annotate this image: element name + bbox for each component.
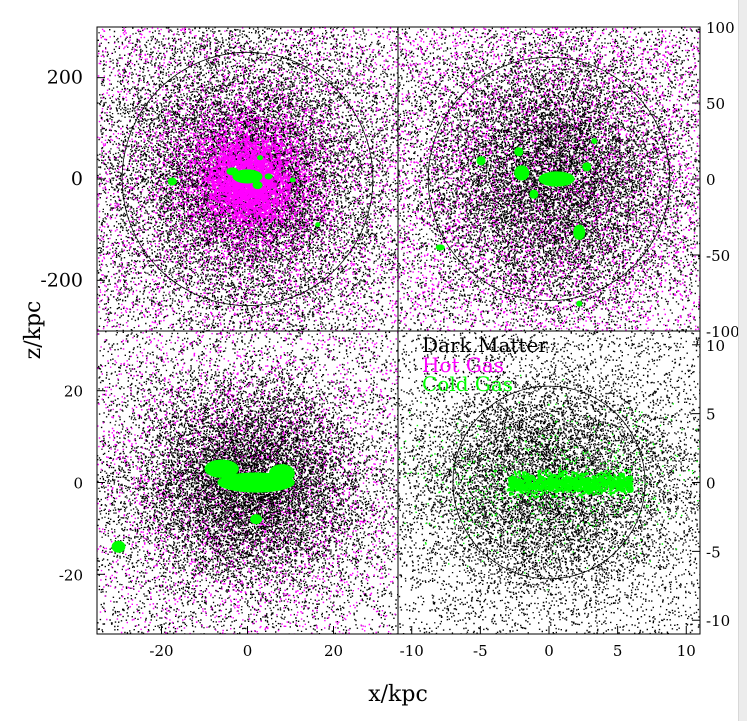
cold-gas-clump-top-right-1 [514,165,529,180]
cold-gas-clump-top-right-2 [477,156,486,165]
xtick-bottom-left-2: 20 [324,642,343,660]
xtick-bottom-left-1: 0 [243,642,253,660]
cold-gas-clump-top-left-4 [168,177,177,185]
ytick-top-left-0: 200 [47,67,83,89]
cold-gas-clump-top-right-9 [591,138,597,144]
ytick-bottom-right-4: -10 [706,612,730,630]
cold-gas-clump-top-left-1 [226,167,238,175]
panel-top-left [95,25,401,334]
cold-gas-clump-top-left-6 [257,155,263,160]
cold-gas-clump-top-right-4 [573,225,585,240]
xtick-bottom-right-0: -10 [400,642,424,660]
cold-gas-clump-top-right-6 [529,190,538,199]
ytick-top-right-3: -50 [706,247,730,265]
cold-gas-clump-top-left-2 [253,181,263,189]
ytick-top-left-2: -200 [40,269,83,291]
ytick-bottom-left-0: 20 [64,383,83,401]
legend-cold-gas: Cold Gas [422,372,513,396]
xtick-bottom-right-4: 10 [677,642,696,660]
xtick-bottom-right-1: -5 [473,642,488,660]
panel-top-right [396,25,703,334]
ytick-bottom-right-2: 0 [706,475,716,493]
cold-gas-clump-top-right-8 [576,301,582,307]
panel-bottom-left [95,330,401,637]
ytick-bottom-right-3: -5 [706,543,721,561]
xtick-bottom-left-0: -20 [149,642,173,660]
ytick-top-right-2: 0 [706,171,716,189]
cold-gas-clump-top-right-7 [436,244,445,250]
cold-gas-clump-top-left-5 [290,177,296,182]
ytick-bottom-right-1: 5 [706,406,716,424]
cold-gas-clump-bottom-left-1 [205,460,239,478]
cold-gas-clump-bottom-left-3 [250,514,262,524]
ytick-bottom-left-1: 0 [73,475,83,493]
x-axis-label: x/kpc [368,682,428,707]
cold-gas-clump-top-right-5 [582,162,591,171]
vertical-scrollbar[interactable] [738,0,747,721]
ytick-top-right-1: 50 [706,95,725,113]
ytick-bottom-left-2: -20 [59,566,83,584]
xtick-bottom-right-2: 0 [544,642,554,660]
ytick-bottom-right-0: 10 [706,337,725,355]
ytick-top-right-0: 100 [706,19,735,37]
cold-gas-clump-top-left-3 [265,173,273,179]
cold-gas-clump-top-left-7 [315,222,320,227]
y-axis-label: z/kpc [21,301,46,360]
cold-gas-clump-bottom-left-2 [269,464,295,482]
cold-gas-clump-top-right-0 [538,171,574,186]
cold-gas-clump-top-right-3 [514,147,523,156]
ytick-top-left-1: 0 [71,168,83,190]
cold-gas-clump-bottom-left-4 [112,541,126,553]
xtick-bottom-right-3: 5 [613,642,623,660]
